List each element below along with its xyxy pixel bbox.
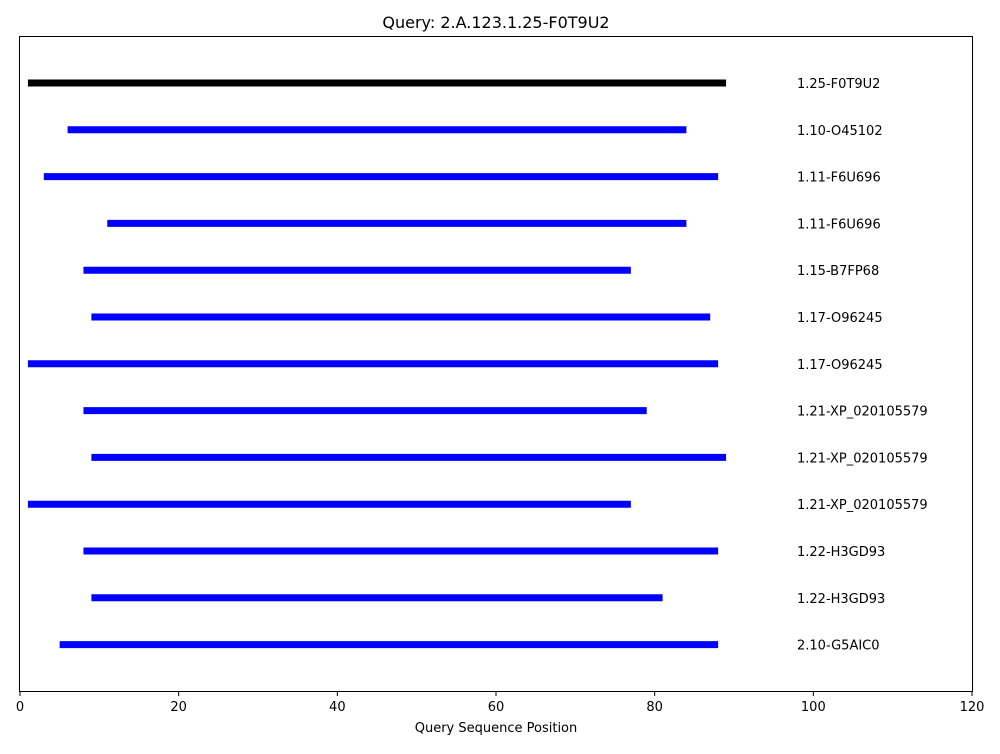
row-label: 1.11-F6U696 — [797, 217, 881, 232]
x-axis-label: Query Sequence Position — [415, 721, 578, 736]
chart-title: Query: 2.A.123.1.25-F0T9U2 — [382, 13, 609, 32]
x-tick-label: 100 — [801, 700, 826, 715]
row-label: 1.21-XP_020105579 — [797, 405, 928, 420]
x-tick-label: 60 — [488, 700, 505, 715]
row-label: 1.15-B7FP68 — [797, 264, 879, 279]
row-labels-layer: 1.25-F0T9U2 1.10-O45102 1.11-F6U696 1.11-F6… — [797, 77, 928, 654]
row-label: 1.22-H3GD93 — [797, 545, 885, 560]
row-label: 1.21-XP_020105579 — [797, 451, 928, 466]
row-label: 1.25-F0T9U2 — [797, 77, 880, 92]
x-tick-label: 20 — [170, 700, 187, 715]
row-label: 1.17-O96245 — [797, 311, 883, 326]
x-tick-label: 0 — [16, 700, 24, 715]
row-label: 1.21-XP_020105579 — [797, 498, 928, 513]
row-label: 1.17-O96245 — [797, 358, 883, 373]
x-tick-label: 40 — [329, 700, 346, 715]
x-tick-label: 120 — [960, 700, 985, 715]
row-label: 1.11-F6U696 — [797, 171, 881, 186]
row-label: 1.22-H3GD93 — [797, 592, 885, 607]
x-tick-label: 80 — [646, 700, 663, 715]
x-axis: 0 20 40 60 80 100 120 — [16, 691, 985, 715]
row-label: 2.10-G5AIC0 — [797, 639, 880, 654]
row-label: 1.10-O45102 — [797, 124, 883, 139]
bars-layer — [27, 79, 727, 649]
